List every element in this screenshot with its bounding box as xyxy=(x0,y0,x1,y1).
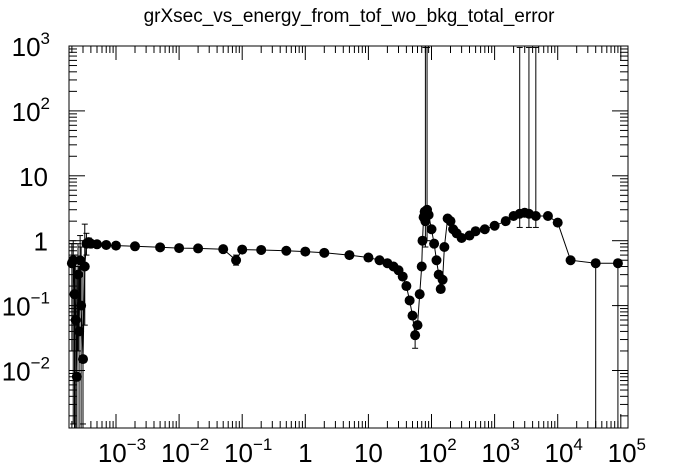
data-point xyxy=(401,281,412,292)
data-point xyxy=(489,220,500,231)
x-tick-label: 102 xyxy=(418,435,456,468)
x-tick-label: 10 xyxy=(354,438,383,468)
x-tick-label: 103 xyxy=(481,435,519,468)
data-point xyxy=(281,245,292,256)
data-point xyxy=(423,209,434,220)
data-point xyxy=(407,310,418,321)
data-point xyxy=(237,244,248,255)
data-point xyxy=(552,217,563,228)
y-tick-label: 103 xyxy=(12,29,50,62)
data-point xyxy=(91,239,102,250)
data-point xyxy=(344,250,355,261)
data-point xyxy=(174,243,185,254)
data-point xyxy=(404,295,415,306)
x-tick-label: 10−2 xyxy=(161,435,209,468)
data-point xyxy=(110,240,121,251)
data-point xyxy=(77,354,88,365)
y-tick-label: 10−2 xyxy=(2,353,50,386)
data-point xyxy=(431,255,442,266)
data-point xyxy=(479,224,490,235)
data-point xyxy=(193,243,204,254)
data-point xyxy=(456,233,467,244)
data-point xyxy=(417,235,428,246)
data-point xyxy=(101,239,112,250)
data-point xyxy=(319,247,330,258)
x-tick-label: 105 xyxy=(608,435,646,468)
data-point xyxy=(470,226,481,237)
data-point xyxy=(231,255,242,266)
data-point xyxy=(76,300,87,311)
data-point xyxy=(70,314,81,325)
data-point xyxy=(500,216,511,227)
x-tick-label: 10−1 xyxy=(224,435,272,468)
data-point xyxy=(426,224,437,235)
data-point xyxy=(590,258,601,269)
data-point xyxy=(435,284,446,295)
y-tick-label: 10 xyxy=(19,162,48,192)
x-tick-label: 1 xyxy=(298,438,312,468)
data-point xyxy=(74,326,85,337)
data-point xyxy=(155,242,166,253)
data-point xyxy=(437,274,448,285)
data-point xyxy=(414,289,425,300)
plot-frame xyxy=(68,45,629,429)
data-point xyxy=(68,255,79,266)
data-point xyxy=(429,238,440,249)
y-tick-label: 1 xyxy=(34,227,48,257)
y-tick-label: 10−1 xyxy=(2,289,50,322)
data-point xyxy=(363,252,374,263)
data-point xyxy=(445,216,456,227)
data-point xyxy=(218,244,229,255)
data-point xyxy=(612,258,623,269)
data-point xyxy=(256,244,267,255)
data-point xyxy=(416,261,427,272)
x-tick-label: 104 xyxy=(545,435,583,468)
data-point xyxy=(129,241,140,252)
data-point xyxy=(542,211,553,222)
data-point xyxy=(69,289,80,300)
data-point xyxy=(73,269,84,280)
data-point xyxy=(79,261,90,272)
data-point xyxy=(71,371,82,382)
y-tick-label: 102 xyxy=(12,94,50,127)
x-tick-label: 10−3 xyxy=(98,435,146,468)
data-point xyxy=(439,241,450,252)
data-point xyxy=(300,246,311,257)
data-point xyxy=(374,255,385,266)
chart-title: grXsec_vs_energy_from_tof_wo_bkg_total_e… xyxy=(144,6,556,27)
data-point xyxy=(412,320,423,331)
data-point xyxy=(397,271,408,282)
data-point xyxy=(530,211,541,222)
data-point xyxy=(565,255,576,266)
data-point xyxy=(410,330,421,341)
